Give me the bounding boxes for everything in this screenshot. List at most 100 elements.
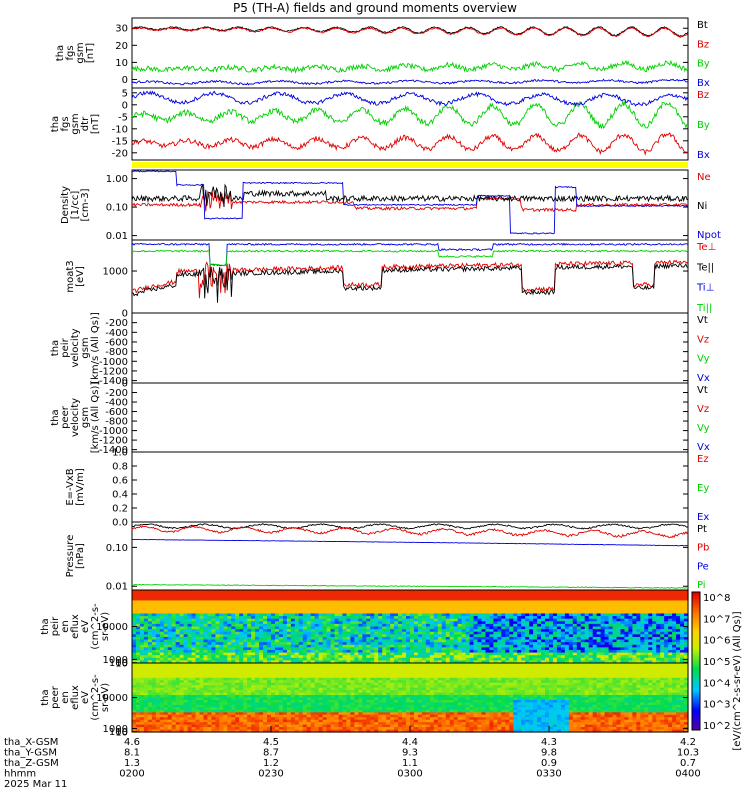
heatmap-cell bbox=[350, 655, 355, 659]
heatmap-cell bbox=[342, 592, 348, 596]
heatmap-cell bbox=[175, 677, 181, 681]
heatmap-cell bbox=[203, 722, 209, 726]
heatmap-cell bbox=[223, 623, 228, 628]
heatmap-cell bbox=[501, 626, 506, 630]
heatmap-cell bbox=[207, 631, 213, 635]
heatmap-cell bbox=[541, 634, 546, 638]
heatmap-cell bbox=[191, 629, 197, 633]
heatmap-cell bbox=[163, 672, 169, 676]
heatmap-cell bbox=[469, 644, 475, 648]
heatmap-cell bbox=[513, 613, 518, 617]
heatmap-cell bbox=[179, 675, 185, 679]
heatmap-cell bbox=[155, 626, 161, 630]
heatmap-cell bbox=[449, 616, 455, 620]
heatmap-cell bbox=[668, 600, 673, 604]
heatmap-cell bbox=[457, 631, 463, 635]
heatmap-cell bbox=[294, 634, 300, 638]
heatmap-cell bbox=[282, 634, 288, 638]
heatmap-cell bbox=[274, 610, 280, 615]
heatmap-cell bbox=[211, 647, 216, 651]
heatmap-cell bbox=[580, 647, 586, 651]
heatmap-cell bbox=[549, 639, 554, 643]
heatmap-cell bbox=[207, 724, 213, 728]
heatmap-cell bbox=[278, 631, 284, 635]
heatmap-cell bbox=[604, 613, 610, 617]
heatmap-cell bbox=[263, 639, 268, 643]
heatmap-cell bbox=[572, 623, 578, 628]
heatmap-cell bbox=[580, 616, 586, 620]
heatmap-cell bbox=[139, 616, 145, 620]
heatmap-cell bbox=[656, 597, 661, 602]
heatmap-cell bbox=[350, 660, 355, 664]
heatmap-cell bbox=[549, 621, 554, 625]
heatmap-cell bbox=[251, 639, 256, 643]
heatmap-cell bbox=[191, 677, 197, 681]
heatmap-cell bbox=[541, 610, 546, 615]
heatmap-cell bbox=[175, 727, 181, 731]
heatmap-cell bbox=[318, 608, 324, 612]
heatmap-cell bbox=[195, 714, 201, 718]
legend-Ne: Ne bbox=[697, 172, 711, 183]
heatmap-cell bbox=[290, 608, 296, 612]
heatmap-cell bbox=[473, 610, 479, 615]
heatmap-cell bbox=[223, 697, 228, 701]
heatmap-cell bbox=[584, 652, 590, 656]
heatmap-cell bbox=[485, 623, 491, 628]
heatmap-cell bbox=[219, 626, 224, 630]
heatmap-cell bbox=[191, 682, 197, 686]
heatmap-cell bbox=[219, 702, 224, 706]
heatmap-cell bbox=[390, 623, 395, 628]
heatmap-cell bbox=[568, 618, 574, 622]
heatmap-cell bbox=[608, 590, 614, 594]
heatmap-cell bbox=[513, 657, 518, 661]
heatmap-cell bbox=[314, 626, 320, 630]
heatmap-cell bbox=[457, 616, 463, 620]
heatmap-cell bbox=[243, 649, 248, 654]
heatmap-cell bbox=[278, 644, 284, 648]
heatmap-cell bbox=[564, 608, 570, 612]
heatmap-cell bbox=[338, 639, 344, 643]
heatmap-cell bbox=[290, 621, 296, 625]
heatmap-cell bbox=[310, 629, 316, 633]
heatmap-cell bbox=[143, 714, 149, 718]
heatmap-cell bbox=[183, 631, 189, 635]
heatmap-cell bbox=[151, 613, 157, 617]
heatmap-cell bbox=[143, 590, 149, 594]
heatmap-cell bbox=[183, 644, 189, 648]
heatmap-cell bbox=[346, 592, 352, 596]
heatmap-cell bbox=[473, 590, 479, 594]
heatmap-cell bbox=[644, 613, 649, 617]
heatmap-cell bbox=[374, 647, 379, 651]
heatmap-cell bbox=[449, 634, 455, 638]
heatmap-cell bbox=[684, 644, 689, 648]
heatmap-cell bbox=[370, 644, 375, 648]
heatmap-cell bbox=[378, 600, 383, 604]
heatmap-cell bbox=[398, 616, 403, 620]
heatmap-cell bbox=[680, 613, 685, 617]
heatmap-cell bbox=[437, 608, 443, 612]
heatmap-cell bbox=[620, 610, 626, 615]
heatmap-cell bbox=[636, 636, 641, 641]
heatmap-cell bbox=[255, 623, 260, 628]
heatmap-cell bbox=[421, 610, 427, 615]
heatmap-cell bbox=[155, 687, 161, 691]
y-tick-label: 30 bbox=[115, 24, 128, 35]
heatmap-cell bbox=[247, 665, 252, 669]
heatmap-cell bbox=[640, 590, 645, 594]
heatmap-cell bbox=[425, 655, 431, 659]
heatmap-cell bbox=[481, 623, 487, 628]
heatmap-cell bbox=[358, 634, 363, 638]
heatmap-cell bbox=[183, 639, 189, 643]
heatmap-cell bbox=[501, 590, 506, 594]
heatmap-cell bbox=[386, 597, 391, 602]
heatmap-cell bbox=[556, 613, 562, 617]
heatmap-cell bbox=[318, 629, 324, 633]
heatmap-cell bbox=[568, 610, 574, 615]
heatmap-cell bbox=[560, 647, 566, 651]
heatmap-cell bbox=[159, 712, 165, 716]
heatmap-cell bbox=[298, 636, 304, 641]
heatmap-cell bbox=[501, 603, 506, 607]
heatmap-cell bbox=[203, 670, 209, 674]
heatmap-cell bbox=[199, 595, 205, 599]
heatmap-cell bbox=[378, 655, 383, 659]
